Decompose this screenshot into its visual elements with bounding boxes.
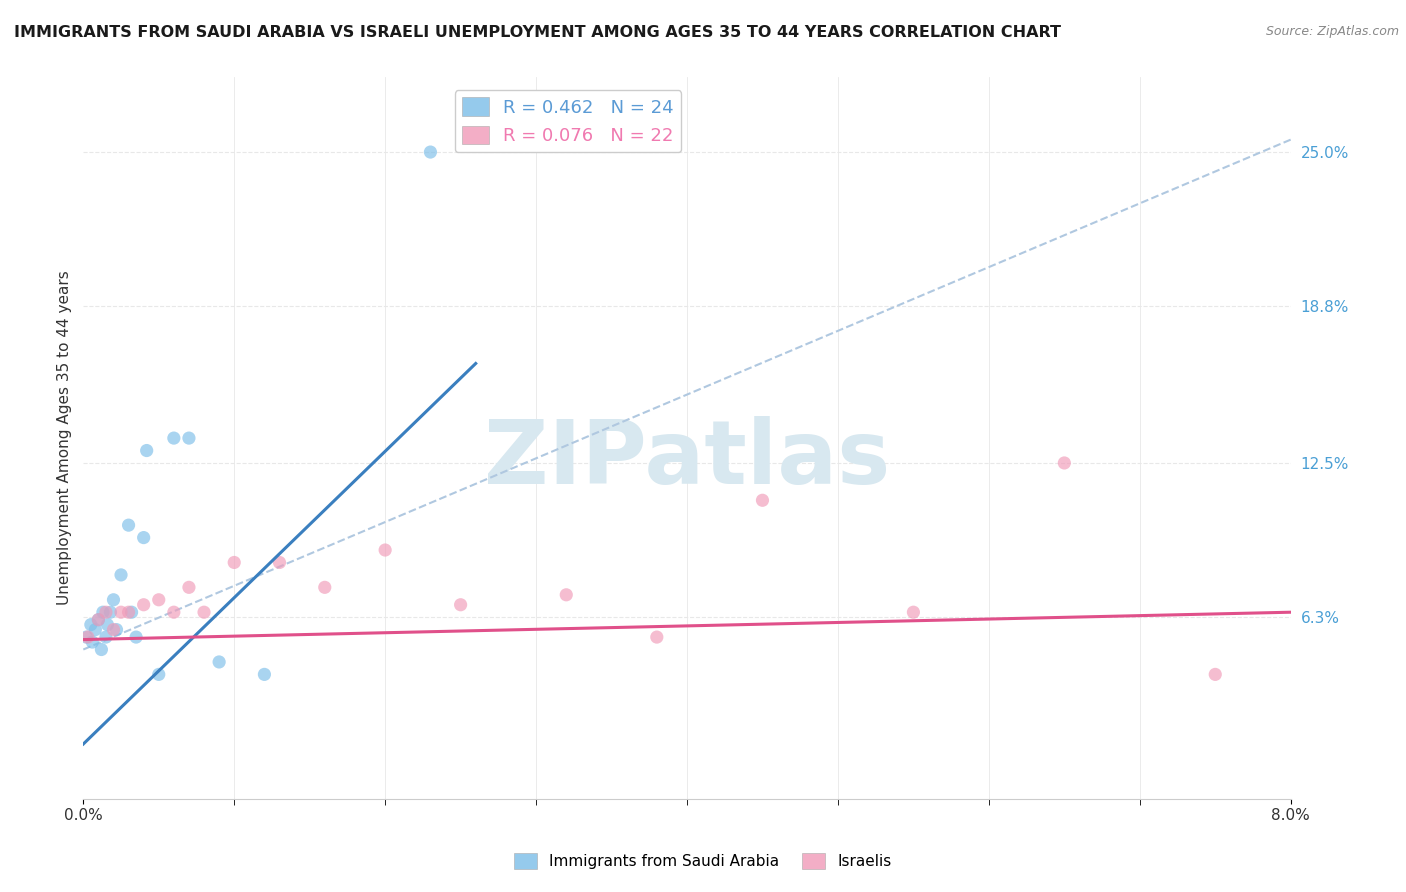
Point: [751, 493, 773, 508]
Point: [87, 613, 110, 627]
Point: [105, 623, 128, 637]
Point: [91, 605, 114, 619]
Point: [314, 580, 336, 594]
Point: [132, 598, 155, 612]
Point: [135, 443, 157, 458]
Point: [177, 580, 200, 594]
Point: [645, 630, 668, 644]
Point: [103, 592, 125, 607]
Point: [163, 431, 186, 445]
Point: [110, 568, 132, 582]
Point: [148, 592, 170, 607]
Point: [117, 605, 139, 619]
Point: [163, 605, 186, 619]
Text: IMMIGRANTS FROM SAUDI ARABIA VS ISRAELI UNEMPLOYMENT AMONG AGES 35 TO 44 YEARS C: IMMIGRANTS FROM SAUDI ARABIA VS ISRAELI …: [14, 25, 1062, 40]
Point: [148, 667, 170, 681]
Point: [90, 642, 112, 657]
Point: [269, 556, 291, 570]
Point: [374, 543, 396, 558]
Point: [82, 635, 104, 649]
Point: [87, 613, 110, 627]
Point: [193, 605, 215, 619]
Y-axis label: Unemployment Among Ages 35 to 44 years: Unemployment Among Ages 35 to 44 years: [58, 271, 72, 606]
Point: [177, 431, 200, 445]
Text: ZIPatlas: ZIPatlas: [484, 417, 890, 503]
Point: [1053, 456, 1076, 470]
Point: [110, 605, 132, 619]
Point: [450, 598, 472, 612]
Point: [76, 630, 98, 644]
Point: [100, 605, 122, 619]
Point: [121, 605, 143, 619]
Point: [224, 556, 246, 570]
Point: [125, 630, 148, 644]
Point: [555, 588, 578, 602]
Point: [419, 145, 441, 159]
Point: [103, 623, 125, 637]
Point: [80, 617, 103, 632]
Point: [96, 617, 118, 632]
Point: [253, 667, 276, 681]
Point: [75, 630, 97, 644]
Point: [903, 605, 925, 619]
Legend: R = 0.462   N = 24, R = 0.076   N = 22: R = 0.462 N = 24, R = 0.076 N = 22: [454, 90, 681, 153]
Point: [94, 630, 117, 644]
Text: Source: ZipAtlas.com: Source: ZipAtlas.com: [1265, 25, 1399, 38]
Point: [132, 531, 155, 545]
Point: [117, 518, 139, 533]
Point: [208, 655, 231, 669]
Legend: Immigrants from Saudi Arabia, Israelis: Immigrants from Saudi Arabia, Israelis: [508, 847, 898, 875]
Point: [94, 605, 117, 619]
Point: [84, 623, 107, 637]
Point: [1204, 667, 1226, 681]
